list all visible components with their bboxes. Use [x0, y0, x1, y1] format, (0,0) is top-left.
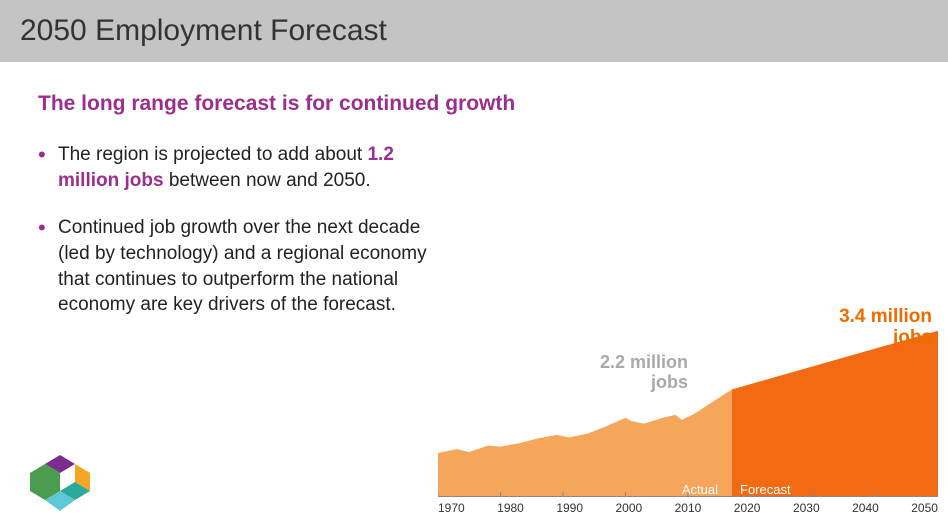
x-tick-label: 2050 — [911, 501, 938, 515]
subtitle: The long range forecast is for continued… — [38, 92, 448, 116]
callout-forecast: 3.4 million jobs — [839, 307, 932, 349]
content-area: The long range forecast is for continued… — [0, 62, 948, 340]
region-label-actual: Actual — [682, 482, 718, 497]
area-chart: 2.2 million jobs 3.4 million jobs Actual… — [438, 321, 938, 515]
text-column: The long range forecast is for continued… — [38, 92, 448, 340]
x-tick-label: 1990 — [556, 501, 583, 515]
x-tick-label: 2040 — [852, 501, 879, 515]
callout-line2: jobs — [651, 372, 688, 392]
x-tick-label: 2020 — [734, 501, 761, 515]
x-tick-label: 1980 — [497, 501, 524, 515]
callout-line1: 2.2 million — [600, 352, 688, 372]
callout-line1: 3.4 million — [839, 306, 932, 327]
x-tick-label: 1970 — [438, 501, 465, 515]
callout-line2: jobs — [893, 327, 932, 348]
title-bar: 2050 Employment Forecast — [0, 0, 948, 62]
area-forecast — [732, 331, 938, 497]
x-tick-label: 2030 — [793, 501, 820, 515]
x-axis-labels: 1970 1980 1990 2000 2010 2020 2030 2040 2050 — [438, 497, 938, 515]
chart-column: 2.2 million jobs 3.4 million jobs Actual… — [438, 321, 938, 515]
bullet-item: Continued job growth over the next decad… — [38, 215, 448, 318]
area-actual — [438, 389, 732, 497]
x-tick-label: 2010 — [675, 501, 702, 515]
bullet-text-pre: Continued job growth over the next decad… — [58, 217, 427, 315]
page-title: 2050 Employment Forecast — [20, 14, 928, 48]
region-label-forecast: Forecast — [740, 482, 791, 497]
x-tick-label: 2000 — [615, 501, 642, 515]
bullet-item: The region is projected to add about 1.2… — [38, 142, 448, 193]
hex-logo-icon — [30, 455, 90, 511]
bullet-text-post: between now and 2050. — [164, 170, 371, 191]
bullet-text-pre: The region is projected to add about — [58, 144, 367, 165]
callout-actual: 2.2 million jobs — [600, 353, 688, 393]
bullet-list: The region is projected to add about 1.2… — [38, 142, 448, 318]
